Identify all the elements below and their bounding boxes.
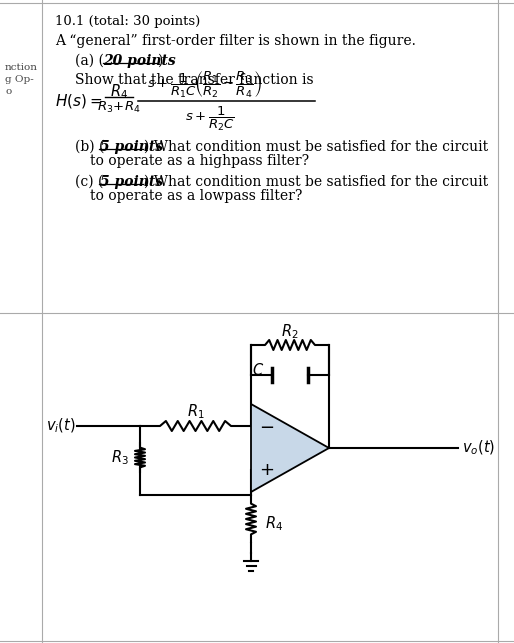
Text: (a) (: (a) ( <box>75 54 104 68</box>
Text: $+$: $+$ <box>259 461 274 479</box>
Text: $R_1$: $R_1$ <box>187 403 205 421</box>
Text: ): ) <box>157 54 162 68</box>
Text: $C$: $C$ <box>252 362 264 378</box>
Text: o: o <box>5 87 11 96</box>
Text: ) What condition must be satisfied for the circuit: ) What condition must be satisfied for t… <box>144 175 488 189</box>
Text: $R_4$: $R_4$ <box>110 83 128 102</box>
Text: 20 points: 20 points <box>103 54 176 68</box>
Text: A “general” first-order filter is shown in the figure.: A “general” first-order filter is shown … <box>55 34 416 48</box>
Text: (b) (: (b) ( <box>75 140 104 154</box>
Text: Show that the transfer function is: Show that the transfer function is <box>75 73 314 87</box>
Text: $v_i(t)$: $v_i(t)$ <box>46 417 76 435</box>
Text: 5 points: 5 points <box>100 140 163 154</box>
Text: 5 points: 5 points <box>100 175 163 189</box>
Text: $R_3\!+\!R_4$: $R_3\!+\!R_4$ <box>97 100 141 114</box>
Text: (c) (: (c) ( <box>75 175 103 189</box>
Text: g Op-: g Op- <box>5 75 34 84</box>
Text: nction: nction <box>5 63 38 72</box>
Text: $-$: $-$ <box>259 417 274 435</box>
Text: $R_3$: $R_3$ <box>111 448 129 467</box>
Text: to operate as a highpass filter?: to operate as a highpass filter? <box>90 154 309 168</box>
Text: $H(s)=$: $H(s)=$ <box>55 92 102 110</box>
Text: $R_4$: $R_4$ <box>265 514 283 533</box>
Text: $s+\dfrac{1}{R_2C}$: $s+\dfrac{1}{R_2C}$ <box>185 105 235 133</box>
Text: $v_o(t)$: $v_o(t)$ <box>462 439 495 457</box>
Text: to operate as a lowpass filter?: to operate as a lowpass filter? <box>90 189 302 203</box>
Text: $R_2$: $R_2$ <box>281 323 299 341</box>
Polygon shape <box>251 404 329 492</box>
Text: ) What condition must be satisfied for the circuit: ) What condition must be satisfied for t… <box>144 140 488 154</box>
Text: 10.1 (total: 30 points): 10.1 (total: 30 points) <box>55 15 200 28</box>
Text: $s+\dfrac{1}{R_1C}\!\left(\dfrac{R_1}{R_2}-\dfrac{R_3}{R_4}\right)$: $s+\dfrac{1}{R_1C}\!\left(\dfrac{R_1}{R_… <box>147 70 262 100</box>
